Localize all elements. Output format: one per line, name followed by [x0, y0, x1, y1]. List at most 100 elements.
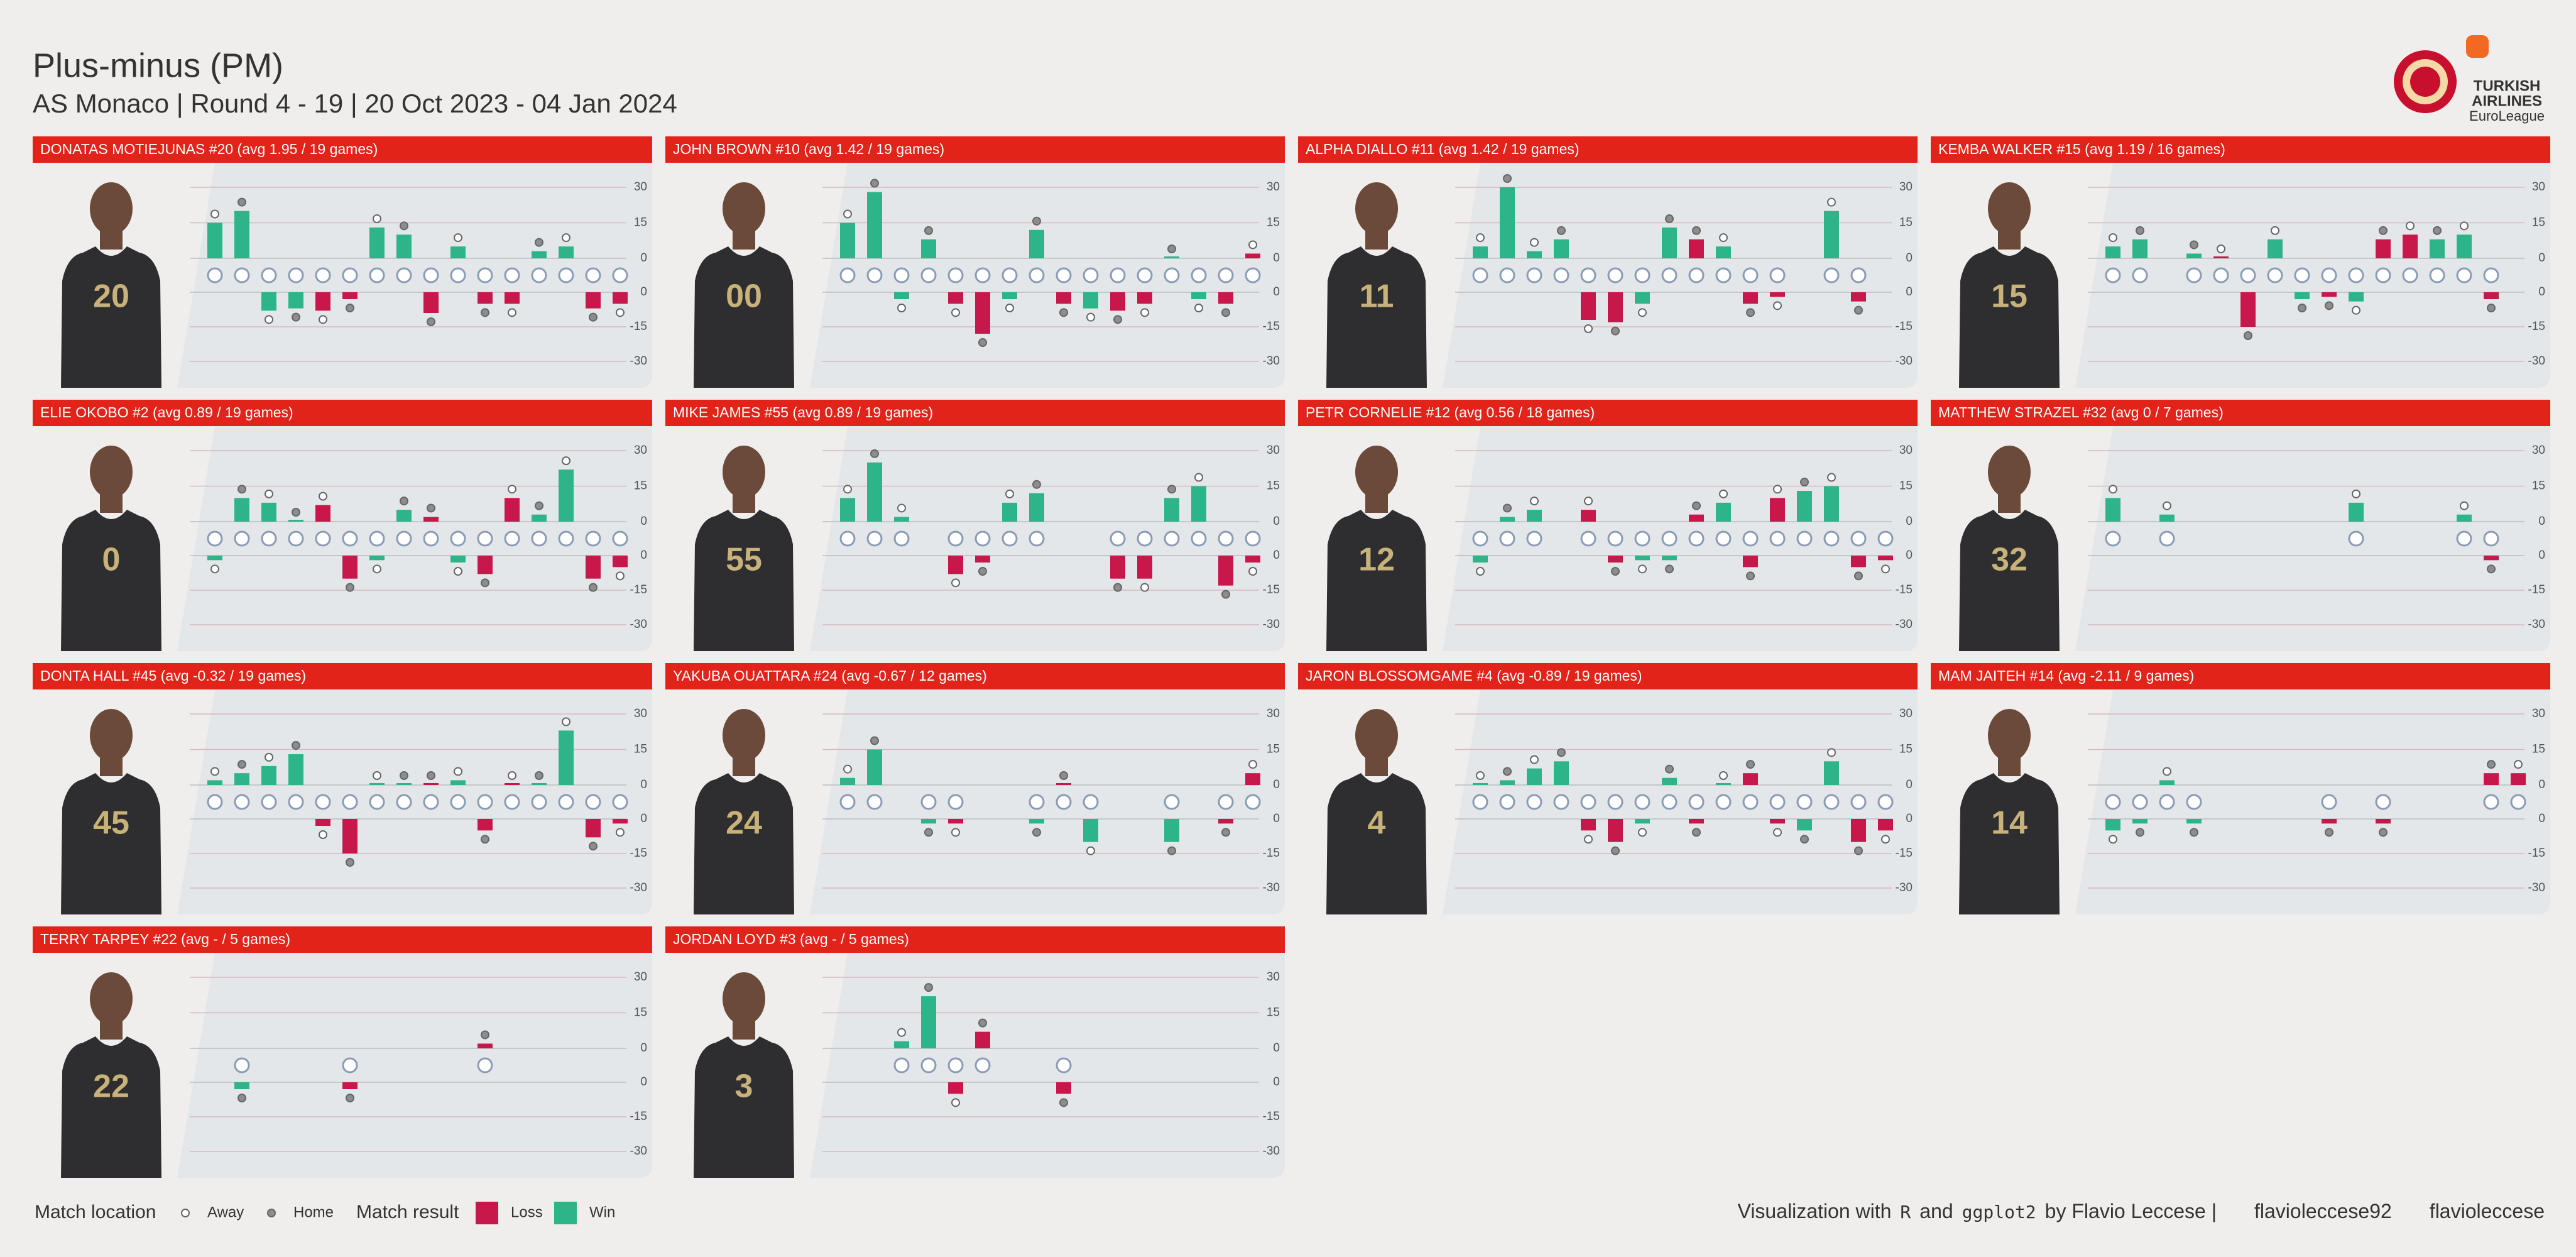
location-dot [535, 501, 543, 510]
opponent-logo [1877, 794, 1894, 810]
opponent-logo [261, 794, 277, 810]
opponent-logo [1526, 794, 1542, 810]
player-head [723, 709, 765, 762]
location-dot [481, 308, 489, 317]
location-dot [1881, 835, 1890, 844]
opponent-logo [1218, 530, 1234, 547]
location-dot [1746, 308, 1755, 317]
opponent-logo [585, 794, 601, 810]
jersey-number: 12 [1358, 542, 1395, 578]
location-dot [843, 764, 852, 774]
bar [2511, 773, 2526, 785]
opponent-logo [396, 530, 412, 547]
opponent-logo [315, 530, 331, 547]
location-dot [870, 736, 879, 745]
bar [586, 292, 601, 309]
opponent-logo [288, 530, 304, 547]
bar [1191, 486, 1206, 522]
jersey-number: 15 [1991, 278, 2028, 315]
location-dot [1638, 828, 1647, 837]
panel-title: MAM JAITEH #14 (avg -2.11 / 9 games) [1938, 667, 2194, 684]
y-tick-label: 0 [1273, 285, 1280, 299]
location-dot [292, 508, 300, 517]
bar [1716, 246, 1731, 258]
opponent-logo [1850, 794, 1867, 810]
jersey-number: 55 [726, 542, 762, 578]
opponent-logo [1823, 530, 1840, 547]
location-dot [1221, 308, 1230, 317]
location-dot [1584, 835, 1593, 844]
bar [423, 517, 439, 522]
y-tick-label: -30 [630, 618, 647, 631]
bar [1500, 187, 1515, 258]
page-title: Plus-minus (PM) [33, 47, 283, 84]
bar [1581, 819, 1596, 831]
y-tick-label: 0 [1273, 778, 1280, 791]
bar [975, 292, 990, 334]
location-dot [1665, 564, 1674, 574]
legend-label: Win [589, 1204, 615, 1221]
opponent-logo [585, 267, 601, 283]
bar [2105, 498, 2120, 522]
bar [1500, 780, 1515, 785]
bar [1554, 761, 1569, 785]
location-dot [870, 178, 879, 188]
opponent-logo [288, 267, 304, 283]
opponent-logo [1110, 267, 1126, 283]
player-head [723, 972, 765, 1025]
opponent-logo [450, 794, 466, 810]
panel-title: ELIE OKOBO #2 (avg 0.89 / 19 games) [40, 404, 293, 420]
location-dot [400, 497, 408, 506]
y-tick-label: -15 [1263, 1110, 1280, 1123]
bar [1878, 819, 1893, 831]
panel-header [33, 926, 652, 953]
bar [234, 498, 249, 522]
y-tick-label: -30 [630, 881, 647, 894]
bar [1689, 819, 1704, 824]
y-tick-label: 0 [1906, 549, 1913, 562]
panel-title: PETR CORNELIE #12 (avg 0.56 / 18 games) [1306, 404, 1595, 420]
bar [2322, 292, 2337, 297]
opponent-logo [1056, 794, 1072, 810]
y-tick-label: -15 [1896, 847, 1913, 860]
footer-part: flavioleccese [2430, 1200, 2545, 1222]
y-tick-label: -15 [1263, 320, 1280, 333]
opponent-logo [1742, 530, 1759, 547]
location-dot [1557, 748, 1566, 757]
opponent-logo [1526, 530, 1542, 547]
y-tick-label: -30 [2528, 881, 2545, 894]
jersey-number: 3 [735, 1068, 753, 1105]
opponent-logo [1688, 267, 1705, 283]
opponent-logo [369, 267, 385, 283]
bar [505, 783, 520, 785]
opponent-logo [1191, 530, 1207, 547]
opponent-logo [2375, 794, 2391, 810]
bar [1581, 292, 1596, 320]
legend-dot-home [267, 1209, 276, 1217]
y-tick-label: 0 [640, 285, 647, 299]
bar [532, 251, 547, 258]
location-dot [2190, 240, 2198, 250]
location-dot [1530, 755, 1539, 764]
location-dot [237, 197, 246, 207]
opponent-logo [839, 794, 856, 810]
bar [1164, 498, 1179, 522]
opponent-logo [1742, 794, 1759, 810]
location-dot [210, 767, 219, 776]
opponent-logo [839, 267, 856, 283]
bar [1689, 239, 1704, 258]
location-dot [1140, 583, 1149, 592]
location-dot [373, 771, 381, 780]
opponent-logo [1715, 794, 1732, 810]
location-dot [2406, 221, 2415, 231]
bar [2132, 819, 2148, 824]
bar [1608, 556, 1623, 563]
opponent-logo [1056, 267, 1072, 283]
bar [948, 819, 963, 824]
y-tick-label: -15 [630, 847, 647, 860]
bar [450, 246, 466, 258]
opponent-logo [1553, 267, 1569, 283]
y-tick-label: 0 [1273, 1041, 1280, 1055]
opponent-logo [920, 1057, 937, 1073]
bar [1851, 556, 1866, 568]
